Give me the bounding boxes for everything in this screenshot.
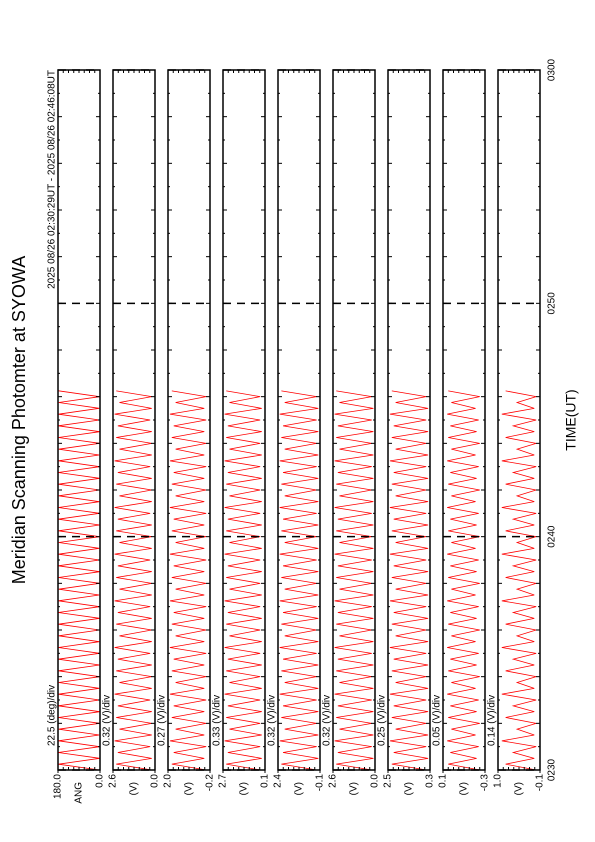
trace [279,390,319,771]
trace [334,390,374,771]
y-tick-label: 1.0 [493,774,504,788]
trace [447,390,480,771]
y-tick-label: 2.6 [108,774,119,788]
y-tick-label: 2.6 [328,774,339,788]
y-tick-label: 2.7 [218,774,229,788]
y-tick-label: 2.0 [163,774,174,788]
x-axis-title: TIME(UT) [563,389,579,450]
x-tick-label: 0240 [547,525,558,548]
scale-label: 0.14 (V)/div [487,695,498,746]
channel-label: (V) [129,782,140,795]
trace [114,390,152,771]
y-tick-label: -0.2 [205,774,216,792]
trace [389,390,429,771]
channel-label: (V) [184,782,195,795]
channel-label: (V) [239,782,250,795]
y-tick-label: 2.4 [273,774,284,788]
x-tick-label: 0230 [547,758,558,781]
y-tick-label: 0.0 [370,774,381,788]
period: 2025 08/26 02:30:29UT - 2025 08/26 02:46… [47,70,58,289]
y-tick-label: 180.0 [53,774,64,799]
scale-label: 0.05 (V)/div [432,695,443,746]
panel-frame [277,69,321,771]
channel-label: (V) [514,782,525,795]
y-tick-label: 0.1 [438,774,449,788]
y-tick-label: -0.1 [535,774,546,792]
scale-label: 0.32 (V)/div [322,695,333,746]
y-tick-label: 2.5 [383,774,394,788]
panel-frame [332,69,376,771]
trace [501,390,537,771]
channel-label: (V) [459,782,470,795]
scale-label: 0.32 (V)/div [267,695,278,746]
y-tick-label: 0.1 [260,774,271,788]
scale-label: 0.33 (V)/div [212,695,223,746]
y-tick-label: 0.0 [95,774,106,788]
channel-label: (V) [404,782,415,795]
scale-label: 0.25 (V)/div [377,695,388,746]
scale-label: 0.32 (V)/div [102,695,113,746]
x-tick-label: 0300 [547,58,558,81]
chart-title: Meridian Scanning Photomter at SYOWA [9,256,29,584]
panel-frame [57,69,101,771]
scale-label: 22.5 (deg)/div [47,685,58,746]
y-tick-label: -0.1 [315,774,326,792]
y-tick-label: -0.3 [480,774,491,792]
x-tick-label: 0250 [547,292,558,315]
scale-label: 0.27 (V)/div [157,695,168,746]
channel-label: ANG [74,782,85,804]
channel-label: (V) [349,782,360,795]
channel-label: (V) [294,782,305,795]
rotated-plot: Meridian Scanning Photomter at SYOWA 202… [9,58,579,803]
trace [169,390,207,771]
y-tick-label: 0.3 [425,774,436,788]
y-tick-label: 0.0 [150,774,161,788]
trace [58,390,100,771]
trace [224,390,262,771]
